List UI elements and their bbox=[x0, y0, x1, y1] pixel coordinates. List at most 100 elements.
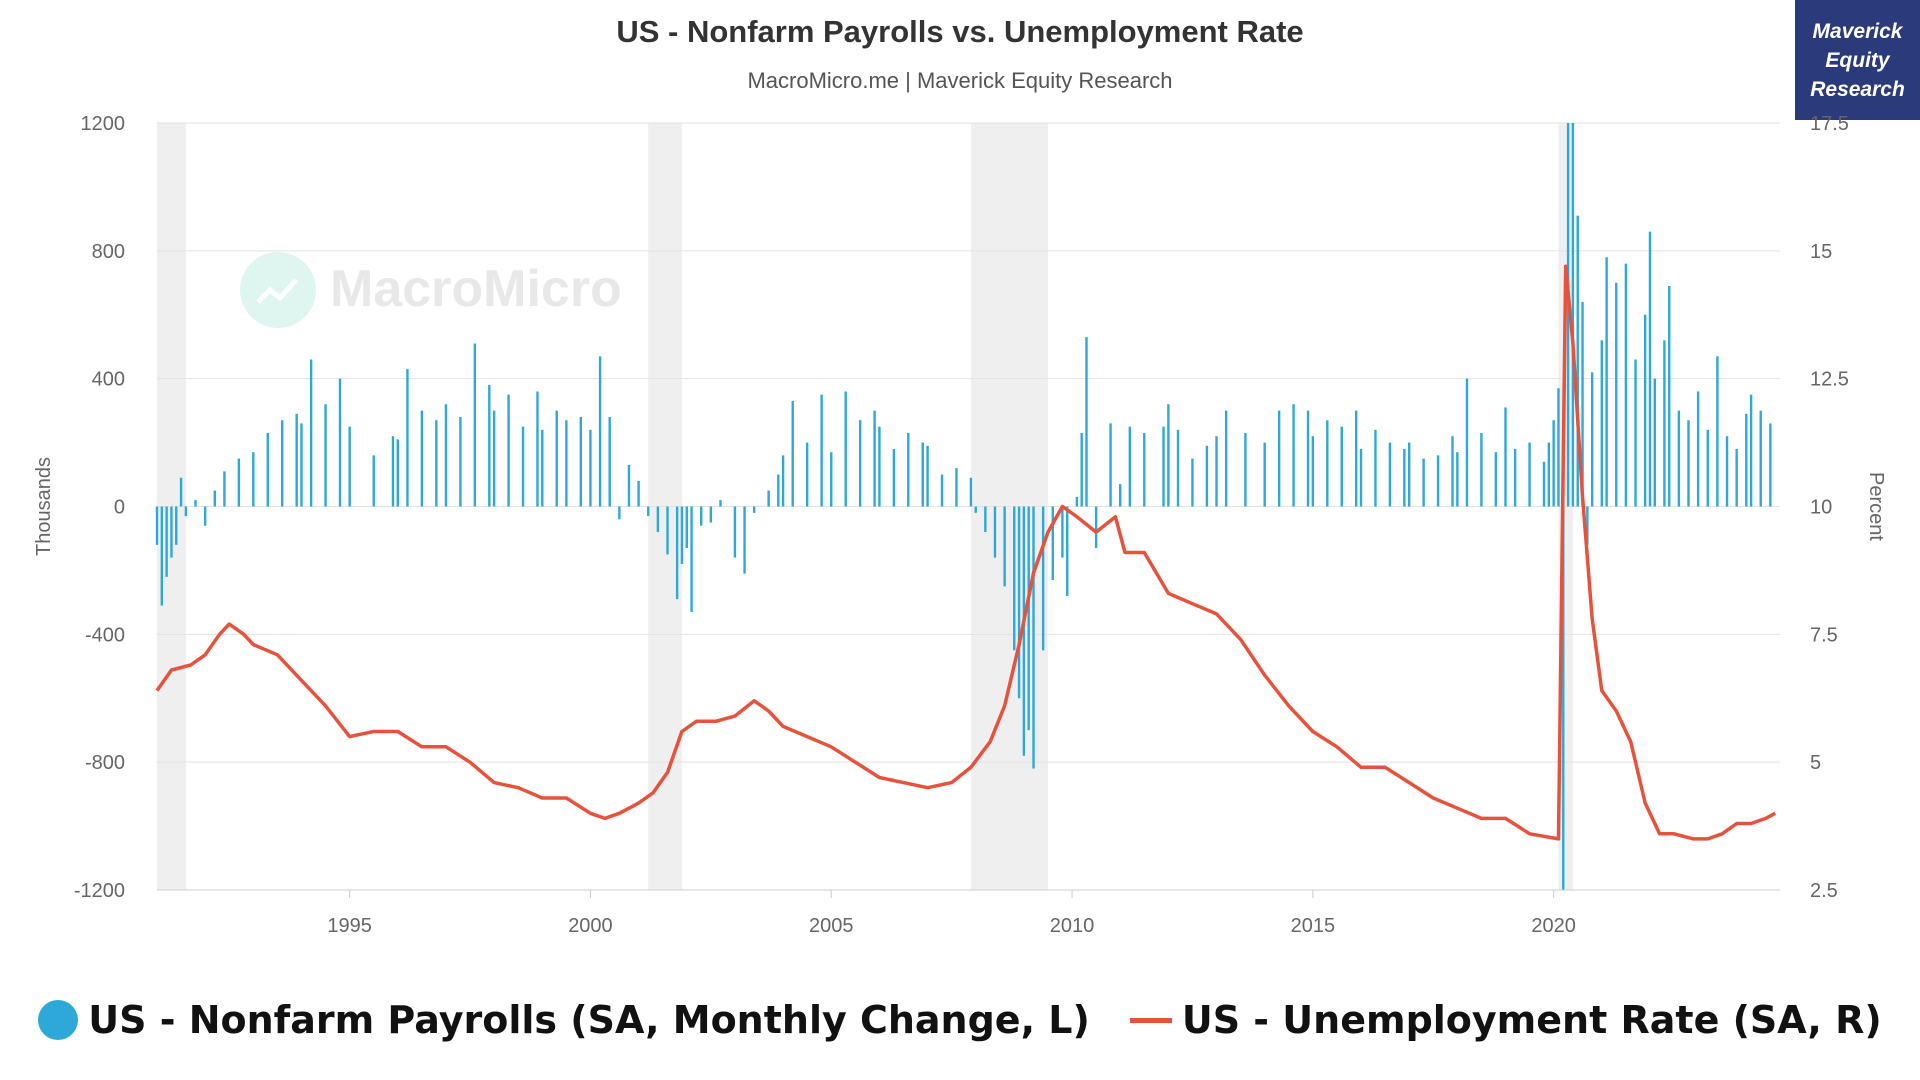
left-axis-label: Thousands bbox=[33, 457, 55, 556]
payroll-bar bbox=[488, 385, 491, 507]
payroll-bar bbox=[309, 359, 313, 507]
legend-item-payrolls[interactable]: US - Nonfarm Payrolls (SA, Monthly Chang… bbox=[38, 998, 1090, 1042]
left-tick-label: 0 bbox=[114, 497, 125, 519]
payroll-bar bbox=[1263, 442, 1266, 507]
payroll-bar bbox=[1576, 215, 1579, 507]
x-tick-label: 1995 bbox=[327, 915, 372, 937]
right-tick-label: 12.5 bbox=[1810, 369, 1849, 391]
payroll-bar bbox=[1407, 442, 1411, 507]
payroll-bar bbox=[1605, 257, 1608, 507]
payroll-bar bbox=[1094, 506, 1098, 549]
payroll-bar bbox=[1340, 426, 1343, 507]
payroll-bar bbox=[1663, 340, 1666, 507]
left-tick-label: 800 bbox=[92, 241, 125, 263]
payroll-bar bbox=[1696, 391, 1700, 507]
legend-label-unemployment: US - Unemployment Rate (SA, R) bbox=[1181, 998, 1882, 1042]
right-tick-label: 10 bbox=[1810, 497, 1832, 519]
payroll-bar bbox=[1677, 410, 1681, 507]
payroll-bar bbox=[719, 500, 722, 507]
payroll-bar bbox=[1374, 429, 1377, 507]
brand-badge: Maverick Equity Research bbox=[1795, 0, 1920, 120]
payroll-bar bbox=[685, 506, 688, 549]
x-tick-label: 2010 bbox=[1050, 915, 1095, 937]
legend: US - Nonfarm Payrolls (SA, Monthly Chang… bbox=[0, 990, 1920, 1050]
payroll-bar bbox=[1504, 407, 1507, 507]
right-tick-label: 15 bbox=[1810, 241, 1832, 263]
payroll-bar bbox=[160, 506, 164, 606]
payroll-bar bbox=[1547, 442, 1551, 507]
payroll-bar bbox=[830, 452, 833, 507]
payroll-bar bbox=[179, 477, 183, 507]
payroll-bar bbox=[492, 410, 496, 507]
payroll-bar bbox=[733, 506, 737, 558]
payroll-bar bbox=[1566, 123, 1570, 507]
payroll-bar bbox=[521, 426, 525, 507]
payroll-bar bbox=[627, 464, 631, 507]
right-axis-label: Percent bbox=[1865, 472, 1887, 541]
payroll-bar bbox=[459, 417, 462, 507]
payroll-bar bbox=[878, 426, 881, 507]
payroll-bar bbox=[1354, 410, 1358, 507]
chart-plot: MacroMicro 1995 2000 2005 2010 2015 2020 -1200… bbox=[33, 113, 1887, 937]
payroll-bar bbox=[1494, 452, 1498, 507]
payroll-bar bbox=[805, 442, 809, 507]
chart-subtitle: MacroMicro.me | Maverick Equity Research bbox=[747, 68, 1173, 93]
payroll-bar bbox=[608, 417, 611, 507]
payroll-bar bbox=[1311, 436, 1315, 507]
payroll-bar bbox=[372, 455, 375, 507]
payroll-bar bbox=[1725, 436, 1729, 507]
payroll-bar bbox=[1205, 445, 1209, 507]
payroll-bar bbox=[1032, 506, 1035, 769]
payroll-bar bbox=[300, 423, 303, 507]
payroll-bar bbox=[348, 426, 351, 507]
payroll-bar bbox=[1128, 426, 1132, 507]
payroll-bar bbox=[1017, 506, 1021, 699]
payroll-bar bbox=[1706, 429, 1709, 507]
legend-item-unemployment[interactable]: US - Unemployment Rate (SA, R) bbox=[1129, 998, 1882, 1042]
payroll-bar bbox=[1456, 452, 1459, 507]
payroll-bar bbox=[1119, 484, 1122, 507]
x-tick-label: 2020 bbox=[1531, 915, 1576, 937]
payroll-bar bbox=[892, 448, 896, 507]
payroll-bar bbox=[1277, 410, 1281, 507]
payroll-bar bbox=[844, 391, 847, 507]
payroll-bar bbox=[1027, 506, 1030, 731]
payroll-bar bbox=[993, 506, 997, 558]
payroll-bar bbox=[252, 452, 255, 507]
payroll-bar bbox=[1735, 448, 1738, 507]
payroll-bar bbox=[1080, 432, 1083, 507]
payroll-bar bbox=[907, 432, 910, 507]
payroll-bar bbox=[1615, 282, 1618, 507]
payroll-bar bbox=[637, 480, 640, 507]
payroll-bar bbox=[1643, 314, 1647, 507]
payroll-bar bbox=[396, 439, 400, 507]
payroll-bar bbox=[777, 474, 780, 507]
payroll-bar bbox=[1465, 378, 1469, 507]
payroll-bar bbox=[541, 429, 544, 507]
payroll-bar bbox=[507, 394, 510, 507]
payroll-bar bbox=[324, 404, 327, 507]
payroll-bar bbox=[791, 401, 794, 507]
payroll-bar bbox=[1085, 337, 1088, 507]
payroll-bar bbox=[1176, 429, 1180, 507]
payroll-bar bbox=[1215, 436, 1218, 507]
payroll-bar bbox=[656, 506, 660, 533]
payroll-bar bbox=[700, 506, 703, 526]
payroll-bar bbox=[1022, 506, 1026, 756]
axes: 1995 2000 2005 2010 2015 2020 -1200 -800 -400 0 40… bbox=[33, 113, 1887, 937]
payroll-bar bbox=[680, 506, 684, 565]
payroll-bar bbox=[565, 420, 568, 507]
payroll-bar bbox=[955, 468, 958, 507]
legend-dot-icon bbox=[38, 1000, 79, 1040]
payroll-bar bbox=[175, 506, 178, 545]
x-tick-label: 2000 bbox=[568, 915, 613, 937]
payroll-bar bbox=[1051, 506, 1054, 581]
x-tick-label: 2015 bbox=[1291, 915, 1336, 937]
payroll-bar bbox=[1716, 356, 1719, 507]
right-tick-label: 2.5 bbox=[1810, 880, 1838, 902]
watermark-text: MacroMicro bbox=[330, 260, 622, 318]
payroll-bar bbox=[1590, 372, 1594, 507]
grid bbox=[157, 122, 1780, 891]
watermark: MacroMicro bbox=[240, 252, 622, 328]
payroll-bar bbox=[873, 410, 876, 507]
